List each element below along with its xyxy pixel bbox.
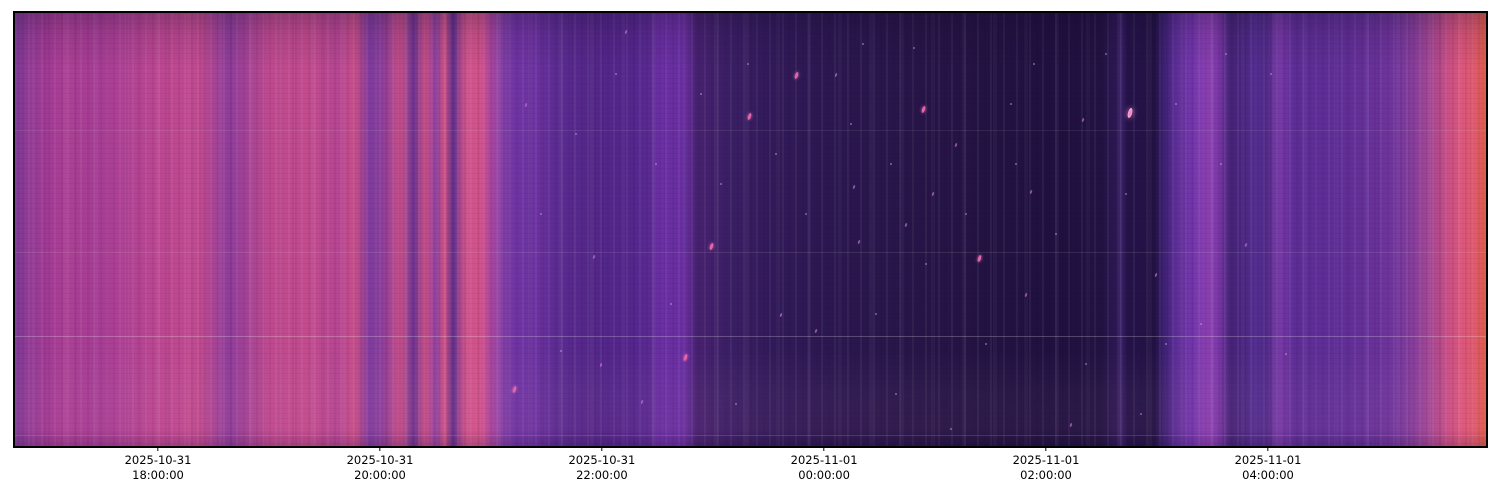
event-speckle: [735, 403, 737, 405]
horizontal-artifact-line: [15, 435, 1486, 436]
event-speckle: [950, 428, 952, 430]
event-speckle: [720, 183, 722, 185]
x-axis-tick-label: 2025-11-01 02:00:00: [1012, 453, 1080, 482]
event-speckle: [875, 313, 877, 315]
event-speckle: [700, 93, 702, 95]
event-speckle: [560, 350, 562, 352]
x-axis-tick-label: 2025-11-01 04:00:00: [1234, 453, 1302, 482]
event-speckle: [850, 123, 852, 125]
event-speckle: [1225, 53, 1227, 55]
horizontal-artifact-line: [15, 252, 1486, 253]
event-speckle: [670, 303, 672, 305]
event-speckle: [1175, 103, 1177, 105]
event-speckle: [965, 213, 967, 215]
event-speckle: [1125, 193, 1127, 195]
horizontal-artifact-line: [15, 336, 1486, 337]
x-axis-tick-label: 2025-10-31 20:00:00: [346, 453, 414, 482]
event-speckle: [1010, 103, 1012, 105]
event-speckle: [1270, 73, 1272, 75]
event-speckle: [1165, 343, 1167, 345]
event-speckle: [615, 73, 617, 75]
event-speckle: [775, 153, 777, 155]
event-speckle: [1105, 53, 1107, 55]
event-speckle: [862, 43, 864, 45]
x-axis-tick-label: 2025-10-31 18:00:00: [124, 453, 192, 482]
scanline-texture: [15, 13, 1486, 446]
plot-area: [13, 11, 1488, 448]
event-speckle: [1015, 163, 1017, 165]
event-speckle: [985, 343, 987, 345]
event-speckle: [1285, 353, 1287, 355]
horizontal-artifact-line: [15, 130, 1486, 131]
event-speckle: [540, 213, 542, 215]
event-speckle: [895, 393, 897, 395]
event-speckle: [1140, 413, 1142, 415]
event-speckle: [1220, 163, 1222, 165]
x-axis-tick-label: 2025-10-31 22:00:00: [568, 453, 636, 482]
event-speckle: [925, 263, 927, 265]
x-axis-tick-label: 2025-11-01 00:00:00: [790, 453, 858, 482]
event-speckle: [805, 213, 807, 215]
event-speckle: [575, 133, 577, 135]
event-speckle: [747, 63, 749, 65]
vertical-shading-overlay: [15, 13, 1486, 446]
vertical-stripe-texture: [15, 13, 1486, 446]
event-speckle: [1055, 233, 1057, 235]
event-speckle: [1200, 323, 1202, 325]
event-speckle: [1085, 363, 1087, 365]
event-speckle: [890, 163, 892, 165]
spectrogram-heatmap: [15, 13, 1486, 446]
event-speckle: [1033, 63, 1035, 65]
event-speckle: [655, 163, 657, 165]
event-speckle: [913, 47, 915, 49]
